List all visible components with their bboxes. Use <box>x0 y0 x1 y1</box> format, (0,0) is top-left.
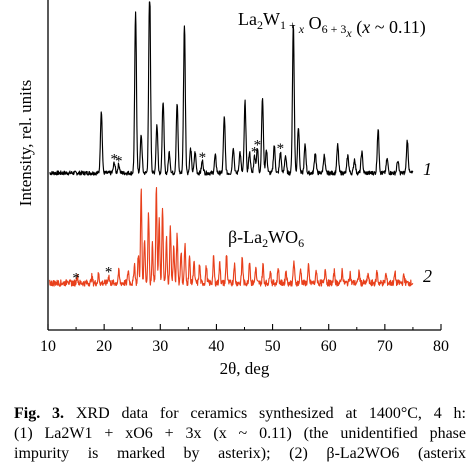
series-1-formula-label: La2W1 + x O6 + 3x (x ~ 0.11) <box>238 9 426 40</box>
caption-line-3-text: impurity is marked by asterix); (2) β-La… <box>14 445 466 462</box>
x-tick-label: 10 <box>40 338 56 355</box>
asterisk-marker: * <box>277 141 285 157</box>
y-axis-title: Intensity, rel. units <box>16 80 35 206</box>
figure-caption: Fig. 3. XRD data for ceramics synthesize… <box>14 404 466 464</box>
chart-labels: 2θ, deg Intensity, rel. units 1 2 La2W1 + x … <box>16 9 432 378</box>
caption-line-1: Fig. 3. XRD data for ceramics synthesize… <box>14 404 466 424</box>
x-axis-title: 2θ, deg <box>220 359 270 378</box>
asterisk-marker: * <box>115 153 123 169</box>
x-tick-label: 80 <box>433 338 449 355</box>
x-tick-label: 70 <box>377 338 393 355</box>
series-1-line <box>49 1 414 176</box>
asterisk-marker: * <box>254 138 262 154</box>
asterisk-marker: * <box>105 264 113 280</box>
asterisk-markers: ** * ** ** * <box>72 138 284 287</box>
x-tick-label: 30 <box>152 338 168 355</box>
x-tick-label: 40 <box>208 338 224 355</box>
xrd-chart: 10 20 30 40 50 60 70 80 ** * ** ** * 2θ, degIntensi… <box>16 0 449 378</box>
series-2-number-label: 2 <box>423 266 432 286</box>
x-tick-label: 50 <box>265 338 281 355</box>
axes: 10 20 30 40 50 60 70 80 <box>40 0 449 355</box>
series-lines <box>49 1 414 287</box>
caption-line-3: impurity is marked by asterix); (2) β-La… <box>14 444 466 464</box>
asterisk-marker: * <box>251 145 259 161</box>
caption-line-2: (1) La2W1 + xO6 + 3x (x ~ 0.11) (the uni… <box>14 424 466 444</box>
series-2-line <box>49 187 414 287</box>
series-2-formula-label: β-La2WO6 <box>228 227 304 250</box>
asterisk-marker: * <box>72 270 80 286</box>
caption-line-1-text: XRD data for ceramics synthesized at 140… <box>64 405 466 422</box>
caption-fig-label: Fig. 3. <box>14 405 65 422</box>
asterisk-marker: * <box>110 152 118 168</box>
x-tick-label: 60 <box>321 338 337 355</box>
caption-line-2-text: (1) La2W1 + xO6 + 3x (x ~ 0.11) (the uni… <box>14 425 466 442</box>
series-1-number-label: 1 <box>423 159 432 179</box>
asterisk-marker: * <box>199 150 207 166</box>
x-tick-label: 20 <box>96 338 112 355</box>
